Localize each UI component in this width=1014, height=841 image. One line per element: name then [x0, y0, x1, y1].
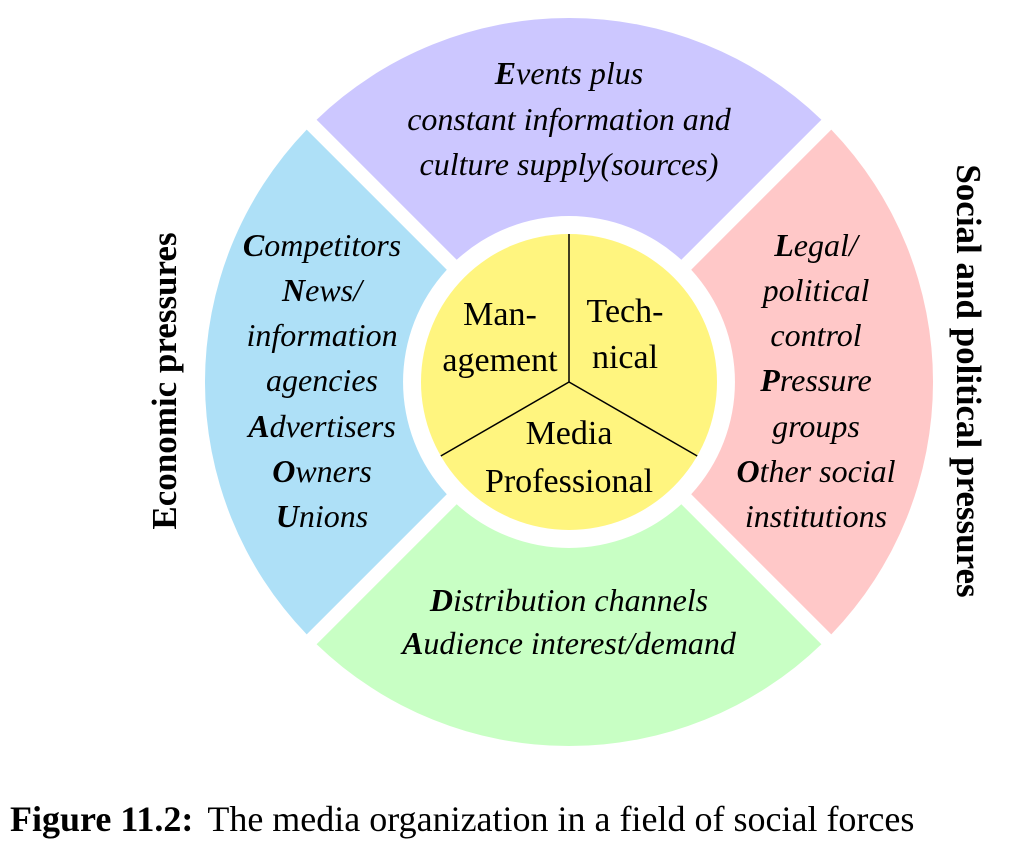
right-line-institutions: institutions — [745, 498, 887, 534]
right-text-5: ther social — [760, 453, 896, 489]
bottom-line-distribution: Distribution channels — [429, 582, 708, 618]
left-initial-6: U — [276, 498, 301, 534]
left-text-1: ews/ — [305, 272, 365, 308]
left-initial-5: O — [272, 453, 295, 489]
core-professional-line-2: Professional — [485, 463, 653, 500]
left-text-3: agencies — [266, 362, 378, 398]
left-text-0: ompetitors — [264, 227, 401, 263]
left-text-6: nions — [299, 498, 368, 534]
right-initial-5: O — [736, 453, 759, 489]
bottom-text-0: istribution channels — [453, 582, 708, 618]
right-text-1: political — [761, 272, 870, 308]
bottom-initial-1: A — [400, 625, 423, 661]
left-text-2: information — [246, 317, 397, 353]
segment-social-political — [691, 129, 934, 635]
core-divider-lower-right — [568, 381, 698, 457]
core-management-line-1: Man- — [463, 296, 537, 333]
right-line-legal: Legal/ — [773, 227, 861, 263]
figure-caption-text: The media organization in a field of soc… — [207, 799, 914, 839]
right-line-other-social: Other social — [736, 453, 895, 489]
bottom-text-1: udience interest/demand — [423, 625, 737, 661]
left-line-advertisers: Advertisers — [246, 408, 396, 444]
segment-economic — [204, 129, 447, 635]
segment-events-sources — [316, 17, 822, 260]
top-line-3: culture supply(sources) — [420, 146, 719, 182]
left-text-5: wners — [295, 453, 371, 489]
segment-distribution-audience — [316, 504, 822, 747]
top-text-2: culture supply(sources) — [420, 146, 719, 182]
bottom-initial-0: D — [429, 582, 453, 618]
left-line-owners: Owners — [272, 453, 372, 489]
top-line-1: Events plus — [494, 55, 643, 91]
core-professional-line-1: Media — [526, 415, 613, 452]
top-line-2: constant information and — [407, 101, 732, 137]
right-line-pressure: Pressure — [759, 362, 871, 398]
bottom-line-audience: Audience interest/demand — [400, 625, 737, 661]
left-line-news: News/ — [281, 272, 365, 308]
left-line-information: information — [246, 317, 397, 353]
left-line-unions: Unions — [276, 498, 368, 534]
right-text-2: control — [770, 317, 861, 353]
left-initial-1: N — [281, 272, 307, 308]
side-label-social-political: Social and political pressures — [949, 164, 988, 597]
core-management-line-2: agement — [442, 342, 558, 379]
right-text-4: groups — [772, 408, 860, 444]
right-initial-3: P — [759, 362, 780, 398]
side-label-economic: Economic pressures — [145, 232, 184, 529]
top-initial-0: E — [494, 55, 516, 91]
right-initial-0: L — [773, 227, 794, 263]
left-initial-4: A — [246, 408, 269, 444]
right-line-political: political — [761, 272, 870, 308]
top-text-0: vents plus — [516, 55, 643, 91]
left-text-4: dvertisers — [270, 408, 396, 444]
right-text-6: institutions — [745, 498, 887, 534]
figure-caption-label: Figure 11.2: — [10, 799, 193, 839]
right-text-0: egal/ — [794, 227, 861, 263]
figure-caption: Figure 11.2: The media organization in a … — [10, 799, 914, 839]
core-technical-line-1: Tech- — [587, 293, 664, 330]
left-initial-0: C — [243, 227, 265, 263]
right-line-control: control — [770, 317, 861, 353]
right-text-3: ressure — [780, 362, 872, 398]
left-line-agencies: agencies — [266, 362, 378, 398]
right-line-groups: groups — [772, 408, 860, 444]
left-line-competitors: Competitors — [243, 227, 401, 263]
top-text-1: constant information and — [407, 101, 732, 137]
core-divider-lower-left — [440, 381, 570, 457]
core-technical-line-2: nical — [592, 339, 658, 376]
